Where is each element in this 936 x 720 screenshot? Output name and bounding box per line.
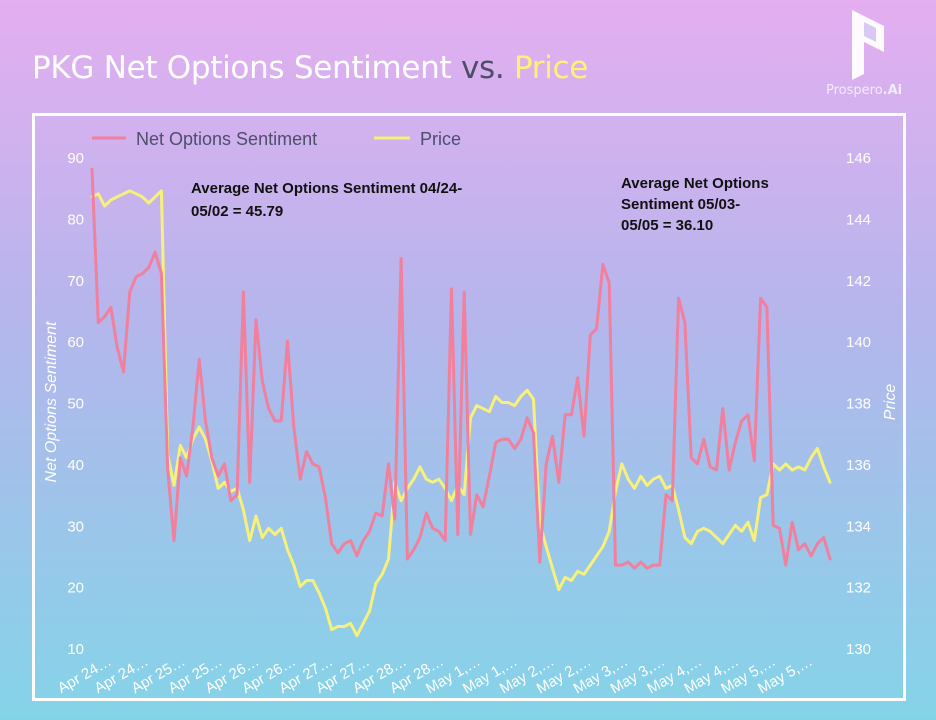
y-left-tick-label: 20 xyxy=(67,580,84,597)
y-left-tick-label: 70 xyxy=(67,273,84,290)
price-series-line xyxy=(90,189,832,638)
chart-frame xyxy=(32,113,906,701)
brand-name: Prospero xyxy=(826,83,883,98)
y-right-tick-label: 134 xyxy=(846,518,871,535)
annotation-1-line-1: Average Net Options Sentiment 04/24- xyxy=(191,180,462,197)
annotation-2-line-2: Sentiment 05/03- xyxy=(621,196,740,213)
title-price: Price xyxy=(513,50,589,86)
brand-label: Prospero.Ai xyxy=(826,83,902,98)
legend-price-label: Price xyxy=(420,129,461,149)
y-left-tick-label: 50 xyxy=(67,396,84,413)
y-right-tick-label: 138 xyxy=(846,396,871,413)
prospero-logo-icon xyxy=(852,10,884,80)
chart-title: PKG Net Options Sentiment vs. Price xyxy=(32,50,588,86)
y-left-tick-label: 40 xyxy=(67,457,84,474)
y-left-tick-label: 60 xyxy=(67,334,84,351)
y-right-tick-label: 144 xyxy=(846,211,871,228)
y-left-tick-label: 30 xyxy=(67,518,84,535)
sentiment-series-line xyxy=(90,167,832,570)
y-left-tick-label: 90 xyxy=(67,150,84,167)
y-right-tick-label: 130 xyxy=(846,641,871,658)
y-right-tick-label: 140 xyxy=(846,334,871,351)
annotation-1-line-2: 05/02 = 45.79 xyxy=(191,203,283,220)
title-vs: vs. xyxy=(460,50,505,86)
y-left-tick-label: 80 xyxy=(67,211,84,228)
y-right-tick-label: 146 xyxy=(846,150,871,167)
brand-suffix: .Ai xyxy=(882,83,903,98)
y-left-tick-label: 10 xyxy=(67,641,84,658)
title-main: PKG Net Options Sentiment xyxy=(32,50,452,86)
y-left-axis-label: Net Options Sentiment xyxy=(43,321,60,483)
y-right-axis-label: Price xyxy=(882,384,899,421)
y-right-tick-label: 136 xyxy=(846,457,871,474)
annotation-2-line-3: 05/05 = 36.10 xyxy=(621,217,713,234)
y-right-tick-label: 142 xyxy=(846,273,871,290)
y-right-tick-label: 132 xyxy=(846,580,871,597)
legend-sentiment-label: Net Options Sentiment xyxy=(136,129,317,149)
annotation-2-line-1: Average Net Options xyxy=(621,175,769,192)
